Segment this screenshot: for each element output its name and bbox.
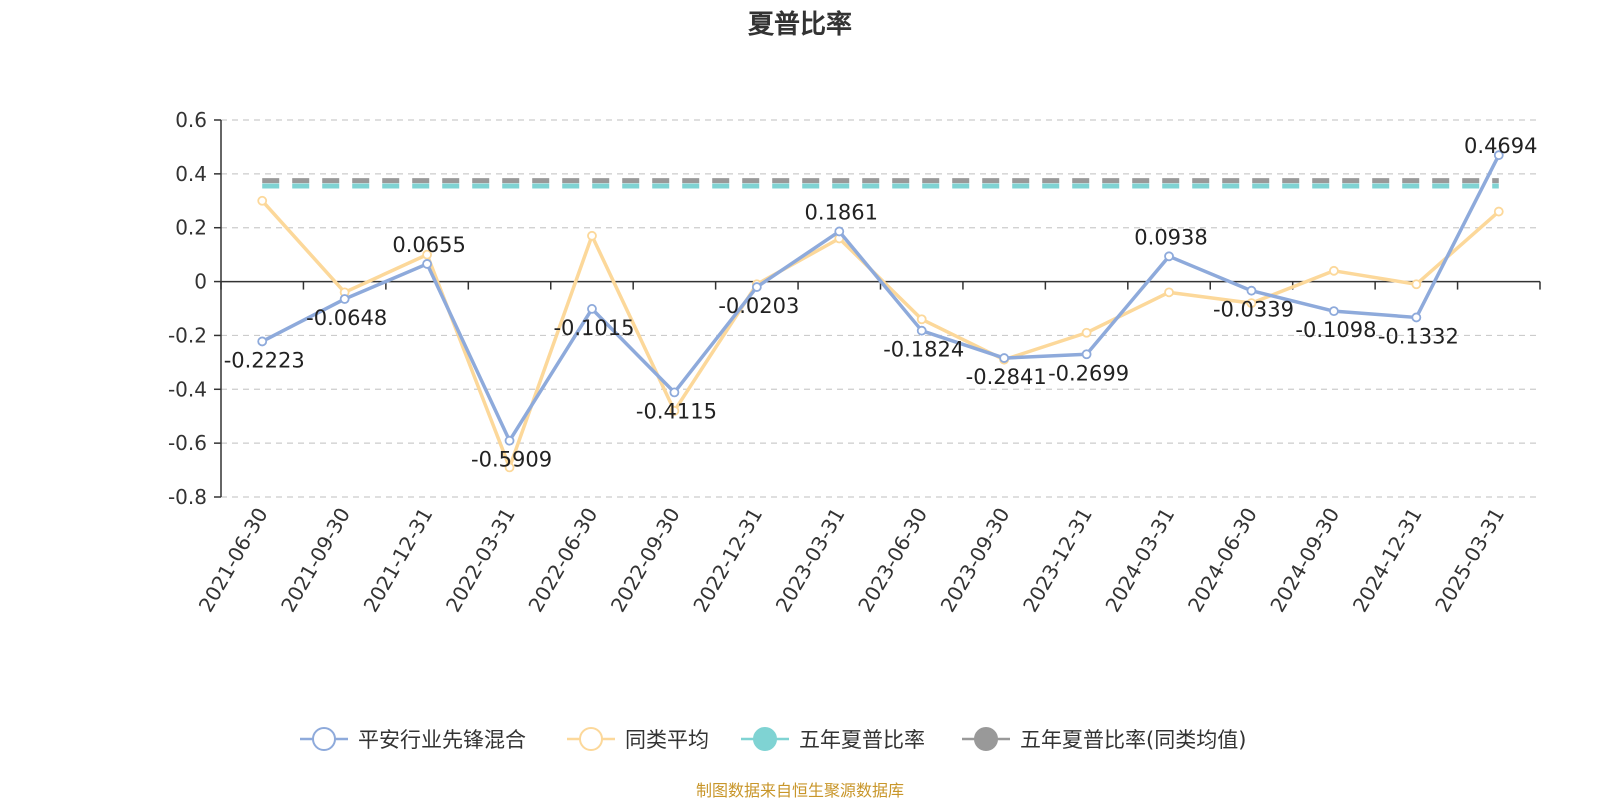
peer-average-point xyxy=(1493,206,1504,217)
fund-point xyxy=(587,304,597,314)
peer-average-point xyxy=(257,195,268,206)
x-tick-label: 2022-03-31 xyxy=(441,504,520,617)
legend-marker xyxy=(753,727,777,751)
data-label: -0.1015 xyxy=(553,316,634,340)
fund-point xyxy=(834,226,845,237)
legend-marker xyxy=(579,727,603,751)
x-tick-label: 2023-03-31 xyxy=(771,504,850,617)
peer-average-point xyxy=(916,314,927,325)
data-label: -0.2699 xyxy=(1048,361,1129,385)
legend-item-2[interactable]: 五年夏普比率 xyxy=(741,727,925,752)
x-tick-label: 2021-06-30 xyxy=(194,504,273,617)
x-tick-label: 2023-09-30 xyxy=(936,504,1015,617)
peer-average-point xyxy=(422,249,432,260)
x-tick-label: 2024-06-30 xyxy=(1183,504,1262,617)
fund-point xyxy=(751,282,762,292)
data-label: 0.0938 xyxy=(1134,225,1207,249)
y-tick-label: 0 xyxy=(194,270,207,294)
data-labels: -0.2223-0.0648 0.0655 -0.5909 -0.1015 -0.411… xyxy=(224,134,1538,472)
y-tick-label: -0.8 xyxy=(168,485,207,509)
data-label: -0.0648 xyxy=(306,306,387,330)
fund-point xyxy=(916,325,927,336)
data-label: -0.0339 xyxy=(1213,298,1294,322)
peer-average-point xyxy=(1164,287,1174,298)
data-label: -0.5909 xyxy=(471,448,552,472)
legend-label: 平安行业先锋混合 xyxy=(358,728,526,752)
x-tick-label: 2021-09-30 xyxy=(276,504,355,617)
y-tick-label: 0.6 xyxy=(175,108,207,132)
x-tick-label: 2022-12-31 xyxy=(688,504,767,617)
data-label: -0.1332 xyxy=(1378,324,1459,348)
fund-point xyxy=(257,336,268,347)
data-label: -0.2223 xyxy=(224,348,305,372)
fund-point xyxy=(504,435,515,446)
data-label: -0.2841 xyxy=(966,365,1047,389)
y-tick-label: -0.2 xyxy=(168,323,207,347)
legend-marker xyxy=(312,727,336,751)
fund-point xyxy=(999,353,1010,363)
x-tick-label: 2024-09-30 xyxy=(1265,504,1344,617)
x-tick-label: 2022-09-30 xyxy=(606,504,685,617)
peer-average-point xyxy=(1329,265,1339,276)
legend-item-0[interactable]: 平安行业先锋混合 xyxy=(300,727,526,752)
data-label: -0.4115 xyxy=(636,399,717,423)
fund-point xyxy=(1081,349,1092,360)
legend-marker xyxy=(974,727,998,751)
legend-label: 同类平均 xyxy=(625,728,709,752)
peer-average-point xyxy=(587,230,597,241)
fund-sharpe-line xyxy=(261,154,1501,443)
x-tick-label: 2025-03-31 xyxy=(1430,504,1509,617)
y-tick-label: -0.6 xyxy=(168,431,207,455)
peer-average-point xyxy=(1081,327,1092,338)
legend-label: 五年夏普比率 xyxy=(799,728,925,752)
fund-point xyxy=(669,387,680,398)
fund-point xyxy=(1411,312,1422,323)
fund-point xyxy=(1246,285,1257,296)
x-tick-label: 2024-12-31 xyxy=(1348,504,1427,617)
legend-label: 五年夏普比率(同类均值) xyxy=(1020,728,1246,752)
y-tick-label: -0.4 xyxy=(168,377,207,401)
fund-point xyxy=(1164,251,1174,262)
series-lines xyxy=(257,150,1504,473)
peer-average-point xyxy=(1411,279,1422,290)
x-tick-label: 2021-12-31 xyxy=(359,504,438,617)
fund-point xyxy=(1493,150,1504,161)
x-tick-label: 2023-06-30 xyxy=(853,504,932,617)
data-label: 0.1861 xyxy=(805,200,878,224)
legend-item-3[interactable]: 五年夏普比率(同类均值) xyxy=(962,727,1246,752)
peer-average-point xyxy=(1246,298,1257,309)
data-label: -0.0203 xyxy=(718,294,799,318)
legend[interactable]: 平安行业先锋混合 同类平均 五年夏普比率 五年夏普比率(同类均值) xyxy=(300,727,1246,752)
chart-title: 夏普比率 xyxy=(748,9,852,40)
fund-point xyxy=(1329,306,1339,317)
y-tick-label: 0.2 xyxy=(175,216,207,240)
data-label: 0.0655 xyxy=(392,233,465,257)
x-tick-label: 2023-12-31 xyxy=(1018,504,1097,617)
legend-item-1[interactable]: 同类平均 xyxy=(567,727,709,752)
x-tick-label: 2022-06-30 xyxy=(523,504,602,617)
x-tick-label: 2024-03-31 xyxy=(1100,504,1179,617)
source-note: 制图数据来自恒生聚源数据库 xyxy=(696,781,904,800)
y-tick-label: 0.4 xyxy=(175,162,207,186)
peer-average-point xyxy=(504,462,515,473)
grid-lines xyxy=(221,119,1540,498)
fund-point xyxy=(339,294,350,304)
peer-average-point xyxy=(669,405,680,416)
data-label: 0.4694 xyxy=(1464,134,1537,158)
fund-point xyxy=(422,259,432,269)
data-label: -0.1824 xyxy=(883,338,964,362)
data-label: -0.1098 xyxy=(1295,318,1376,342)
